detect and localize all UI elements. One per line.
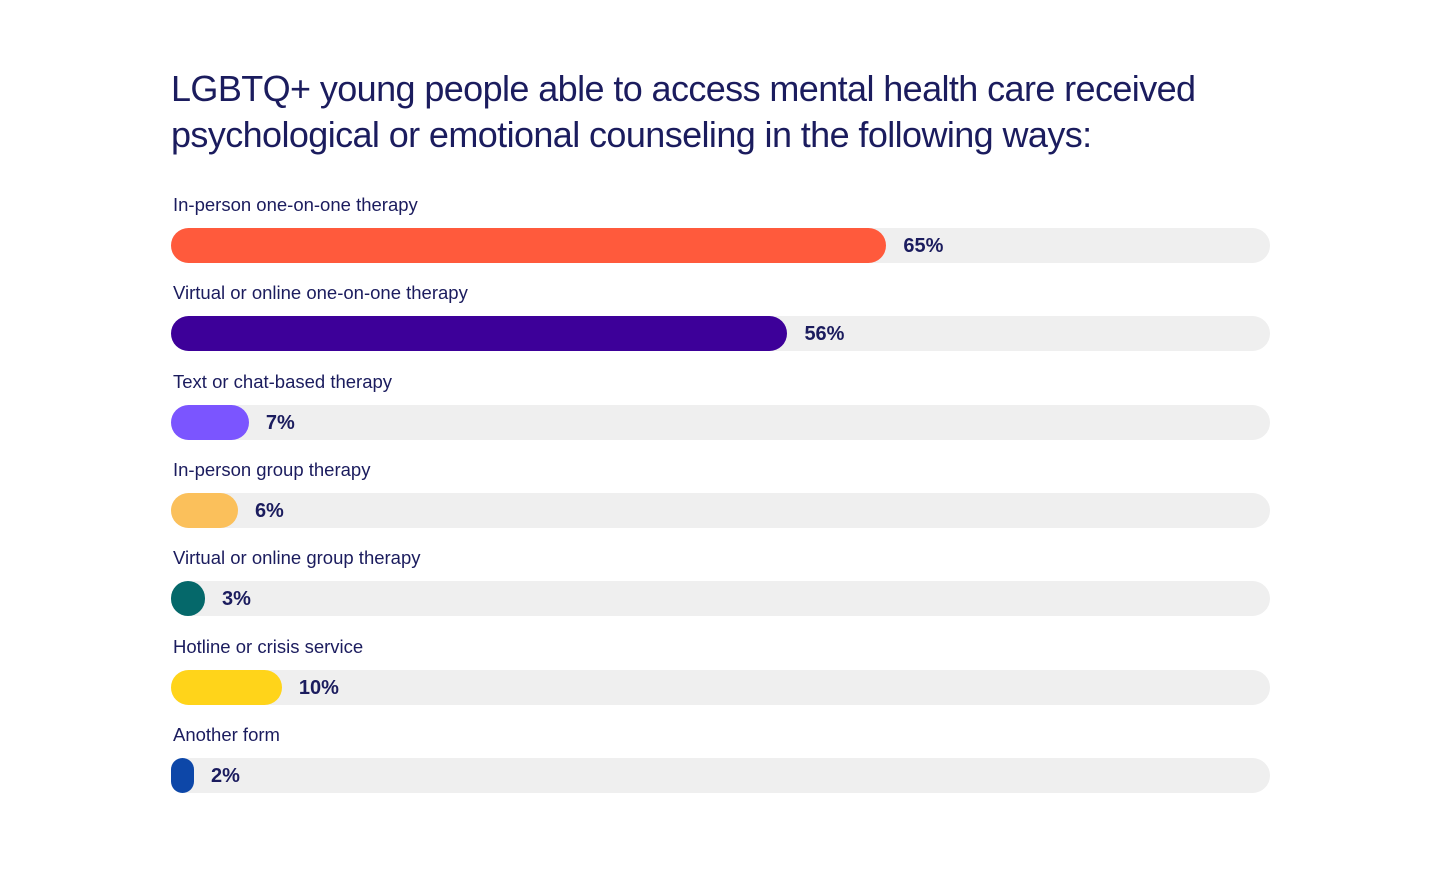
- chart-title: LGBTQ+ young people able to access menta…: [171, 68, 1196, 155]
- bar-track: [171, 404, 1270, 440]
- bar-value-label: 10%: [298, 676, 339, 699]
- bar-value-label: 7%: [265, 411, 295, 434]
- bar: [171, 404, 249, 440]
- bar-category-label: Virtual or online group therapy: [173, 547, 421, 569]
- bar-track: [171, 581, 1270, 617]
- bar-category-label: Hotline or crisis service: [173, 635, 364, 657]
- bar-row: Virtual or online group therapy 3%: [171, 543, 1270, 623]
- bar-category-label: Text or chat-based therapy: [173, 370, 393, 392]
- bar-track: [171, 228, 1270, 263]
- bar-row: In-person group therapy 6%: [171, 455, 1270, 535]
- bar-value-label: 6%: [254, 499, 284, 522]
- bar-row: Text or chat-based therapy 7%: [171, 367, 1270, 447]
- bar-row: Virtual or online one-on-one therapy 56%: [171, 278, 1270, 358]
- bar-category-label: Virtual or online one-on-one therapy: [173, 282, 468, 304]
- bar-track: [171, 669, 1270, 705]
- bar-category-label: In-person one-on-one therapy: [173, 194, 418, 215]
- bar-row: Another form 2%: [171, 720, 1270, 800]
- bar: [171, 316, 788, 352]
- chart: LGBTQ+ young people able to access menta…: [171, 66, 1270, 793]
- bar-category-label: Another form: [173, 723, 280, 745]
- bar: [171, 228, 887, 263]
- bar: [171, 492, 238, 528]
- bar-row: In-person one-on-one therapy 65%: [171, 190, 1270, 270]
- bar-track: [171, 757, 1270, 793]
- bar: [171, 757, 194, 793]
- bar-row: Hotline or crisis service 10%: [171, 632, 1270, 712]
- bar: [171, 669, 282, 705]
- bar-track: [171, 316, 1270, 352]
- bar-value-label: 2%: [210, 764, 240, 787]
- bar: [171, 581, 205, 617]
- bar-category-label: In-person group therapy: [173, 458, 371, 480]
- bar-value-label: 3%: [221, 588, 251, 611]
- bar-value-label: 65%: [903, 235, 944, 257]
- bar-track: [171, 492, 1270, 528]
- bar-value-label: 56%: [804, 323, 845, 346]
